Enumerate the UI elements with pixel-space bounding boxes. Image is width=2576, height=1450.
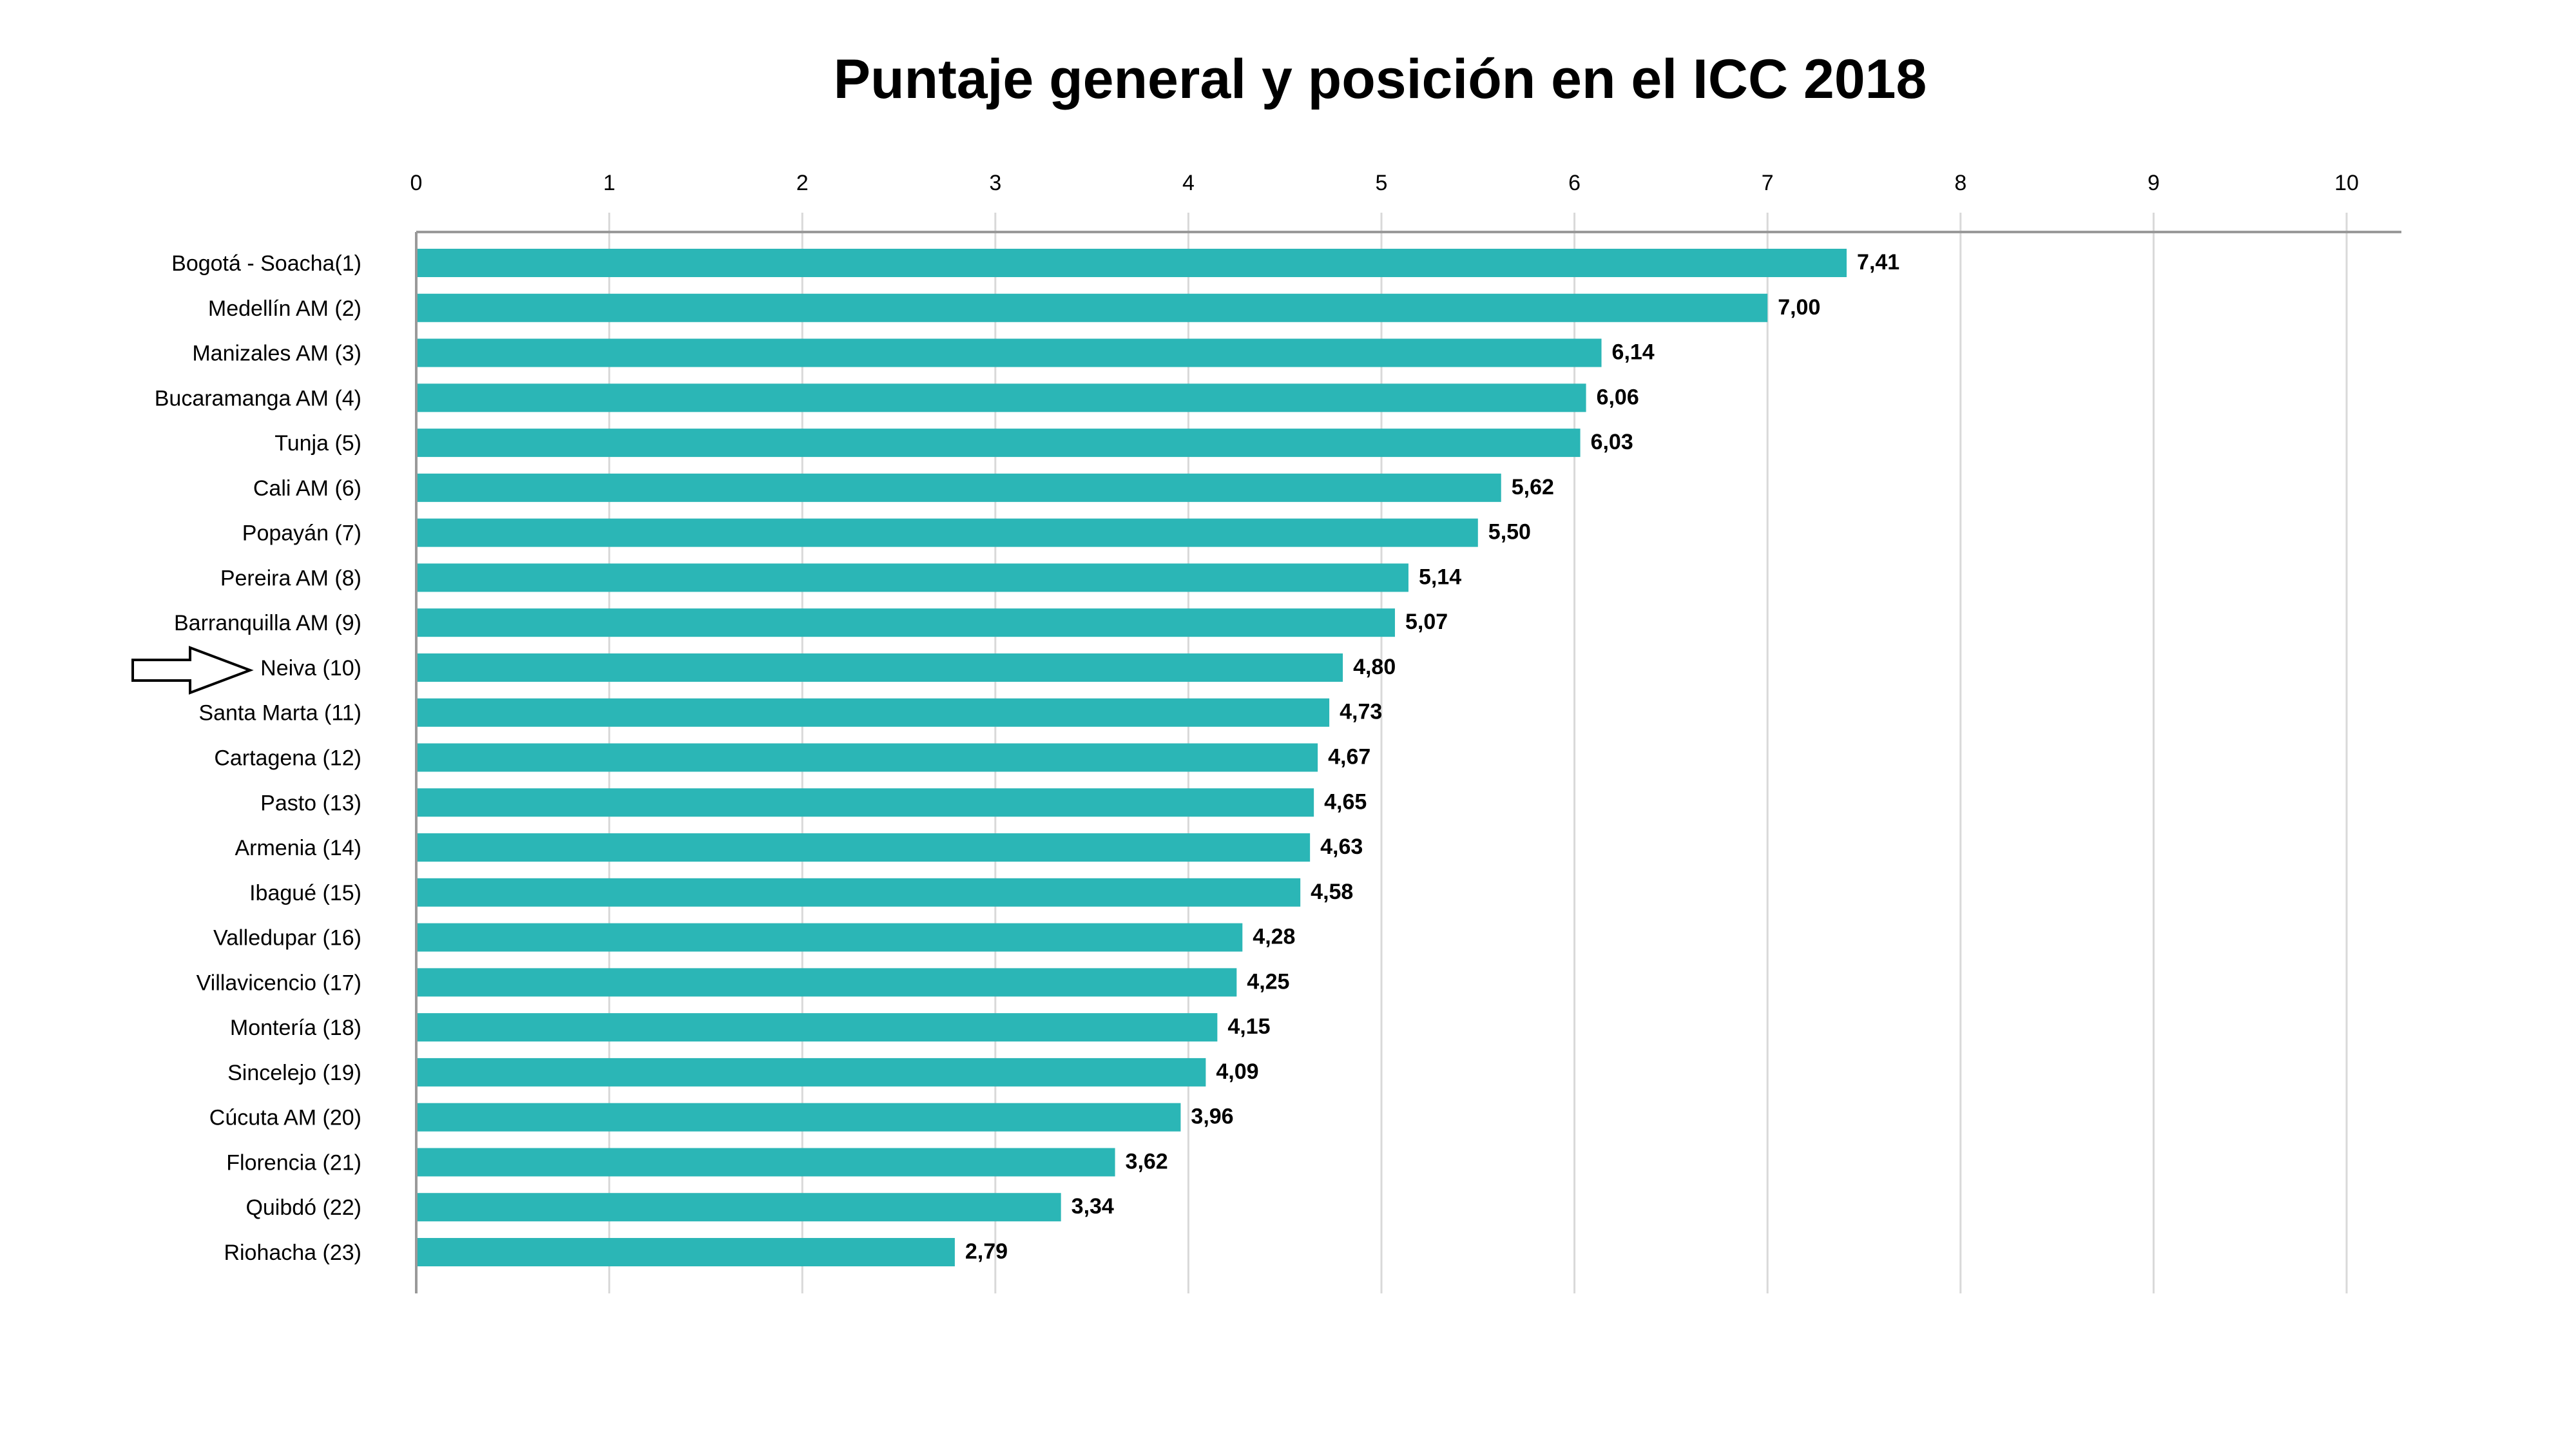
- data-label: 3,34: [1072, 1194, 1114, 1219]
- bar: [418, 1058, 1206, 1087]
- arrow-annotation: [131, 646, 254, 695]
- bar: [418, 608, 1395, 637]
- category-label: Bogotá - Soacha(1): [171, 251, 361, 276]
- category-label: Medellín AM (2): [208, 296, 361, 321]
- bar: [418, 788, 1314, 817]
- x-tick-label: 0: [410, 171, 423, 195]
- category-label: Tunja (5): [274, 431, 361, 456]
- data-label: 5,62: [1512, 475, 1554, 499]
- bars: Bogotá - Soacha(1) 7,41 Medellín AM (2) 7,0…: [155, 249, 1899, 1266]
- x-tick-label: 10: [2334, 171, 2359, 195]
- data-label: 3,62: [1126, 1149, 1168, 1174]
- data-label: 4,65: [1324, 789, 1367, 814]
- category-label: Quibdó (22): [245, 1195, 361, 1220]
- bar: [418, 293, 1768, 322]
- category-label: Valledupar (16): [213, 926, 361, 951]
- category-label: Manizales AM (3): [192, 342, 361, 366]
- data-label: 3,96: [1191, 1105, 1233, 1129]
- category-label: Popayán (7): [242, 521, 361, 546]
- category-label: Bucaramanga AM (4): [155, 386, 361, 411]
- bar: [418, 429, 1581, 458]
- chart-title: Puntaje general y posición en el ICC 201…: [834, 48, 1927, 110]
- category-label: Pereira AM (8): [220, 566, 361, 590]
- data-label: 6,03: [1591, 430, 1633, 454]
- category-label: Armenia (14): [235, 836, 361, 860]
- category-label: Pasto (13): [260, 791, 361, 815]
- category-label: Cúcuta AM (20): [209, 1106, 361, 1130]
- category-label: Montería (18): [230, 1016, 361, 1040]
- bar: [418, 249, 1847, 277]
- category-label: Cartagena (12): [214, 746, 361, 771]
- x-tick-label: 9: [2148, 171, 2160, 195]
- category-label: Riohacha (23): [224, 1241, 361, 1265]
- data-label: 2,79: [965, 1239, 1008, 1264]
- data-label: 6,14: [1612, 340, 1655, 365]
- bar: [418, 968, 1237, 997]
- bar: [418, 1193, 1061, 1222]
- data-label: 4,58: [1311, 880, 1353, 904]
- bar: [418, 743, 1318, 772]
- bar: [418, 653, 1343, 682]
- data-label: 6,06: [1597, 385, 1639, 409]
- bar: [418, 923, 1243, 952]
- x-tick-label: 6: [1568, 171, 1581, 195]
- bar: [418, 1148, 1115, 1177]
- category-label: Neiva (10): [260, 656, 361, 681]
- category-label: Barranquilla AM (9): [174, 611, 361, 635]
- bar: [418, 1013, 1218, 1042]
- bar: [418, 1238, 955, 1266]
- x-axis-ticks: 0 1 2 3 4 5 6 7 8 9 10: [410, 171, 2359, 195]
- category-label: Ibagué (15): [249, 881, 361, 905]
- data-label: 5,07: [1405, 610, 1448, 634]
- bar: [418, 1103, 1181, 1132]
- bar: [418, 563, 1408, 592]
- bar: [418, 518, 1478, 547]
- x-tick-label: 3: [989, 171, 1001, 195]
- data-label: 4,25: [1247, 969, 1289, 994]
- bar: [418, 473, 1501, 502]
- x-tick-label: 7: [1762, 171, 1774, 195]
- bar: [418, 383, 1586, 412]
- x-tick-label: 1: [603, 171, 615, 195]
- data-label: 4,67: [1328, 745, 1370, 769]
- x-tick-label: 5: [1376, 171, 1388, 195]
- data-label: 5,50: [1488, 520, 1531, 545]
- bar: [418, 698, 1330, 727]
- data-label: 4,15: [1227, 1014, 1270, 1039]
- data-label: 4,80: [1353, 655, 1396, 679]
- data-label: 4,73: [1340, 700, 1382, 724]
- data-label: 4,28: [1253, 925, 1295, 949]
- data-label: 7,41: [1857, 250, 1899, 275]
- data-label: 7,00: [1778, 295, 1820, 320]
- data-label: 4,09: [1216, 1059, 1258, 1084]
- x-tick-label: 4: [1182, 171, 1195, 195]
- category-label: Santa Marta (11): [198, 701, 361, 726]
- category-label: Florencia (21): [226, 1150, 361, 1175]
- category-label: Villavicencio (17): [197, 971, 361, 995]
- x-tick-label: 2: [796, 171, 809, 195]
- bar: [418, 878, 1301, 907]
- x-tick-label: 8: [1954, 171, 1966, 195]
- category-label: Cali AM (6): [253, 476, 361, 501]
- bar: [418, 338, 1602, 367]
- data-label: 5,14: [1419, 565, 1461, 589]
- bar: [418, 833, 1311, 862]
- category-label: Sincelejo (19): [227, 1061, 361, 1085]
- data-label: 4,63: [1320, 835, 1363, 859]
